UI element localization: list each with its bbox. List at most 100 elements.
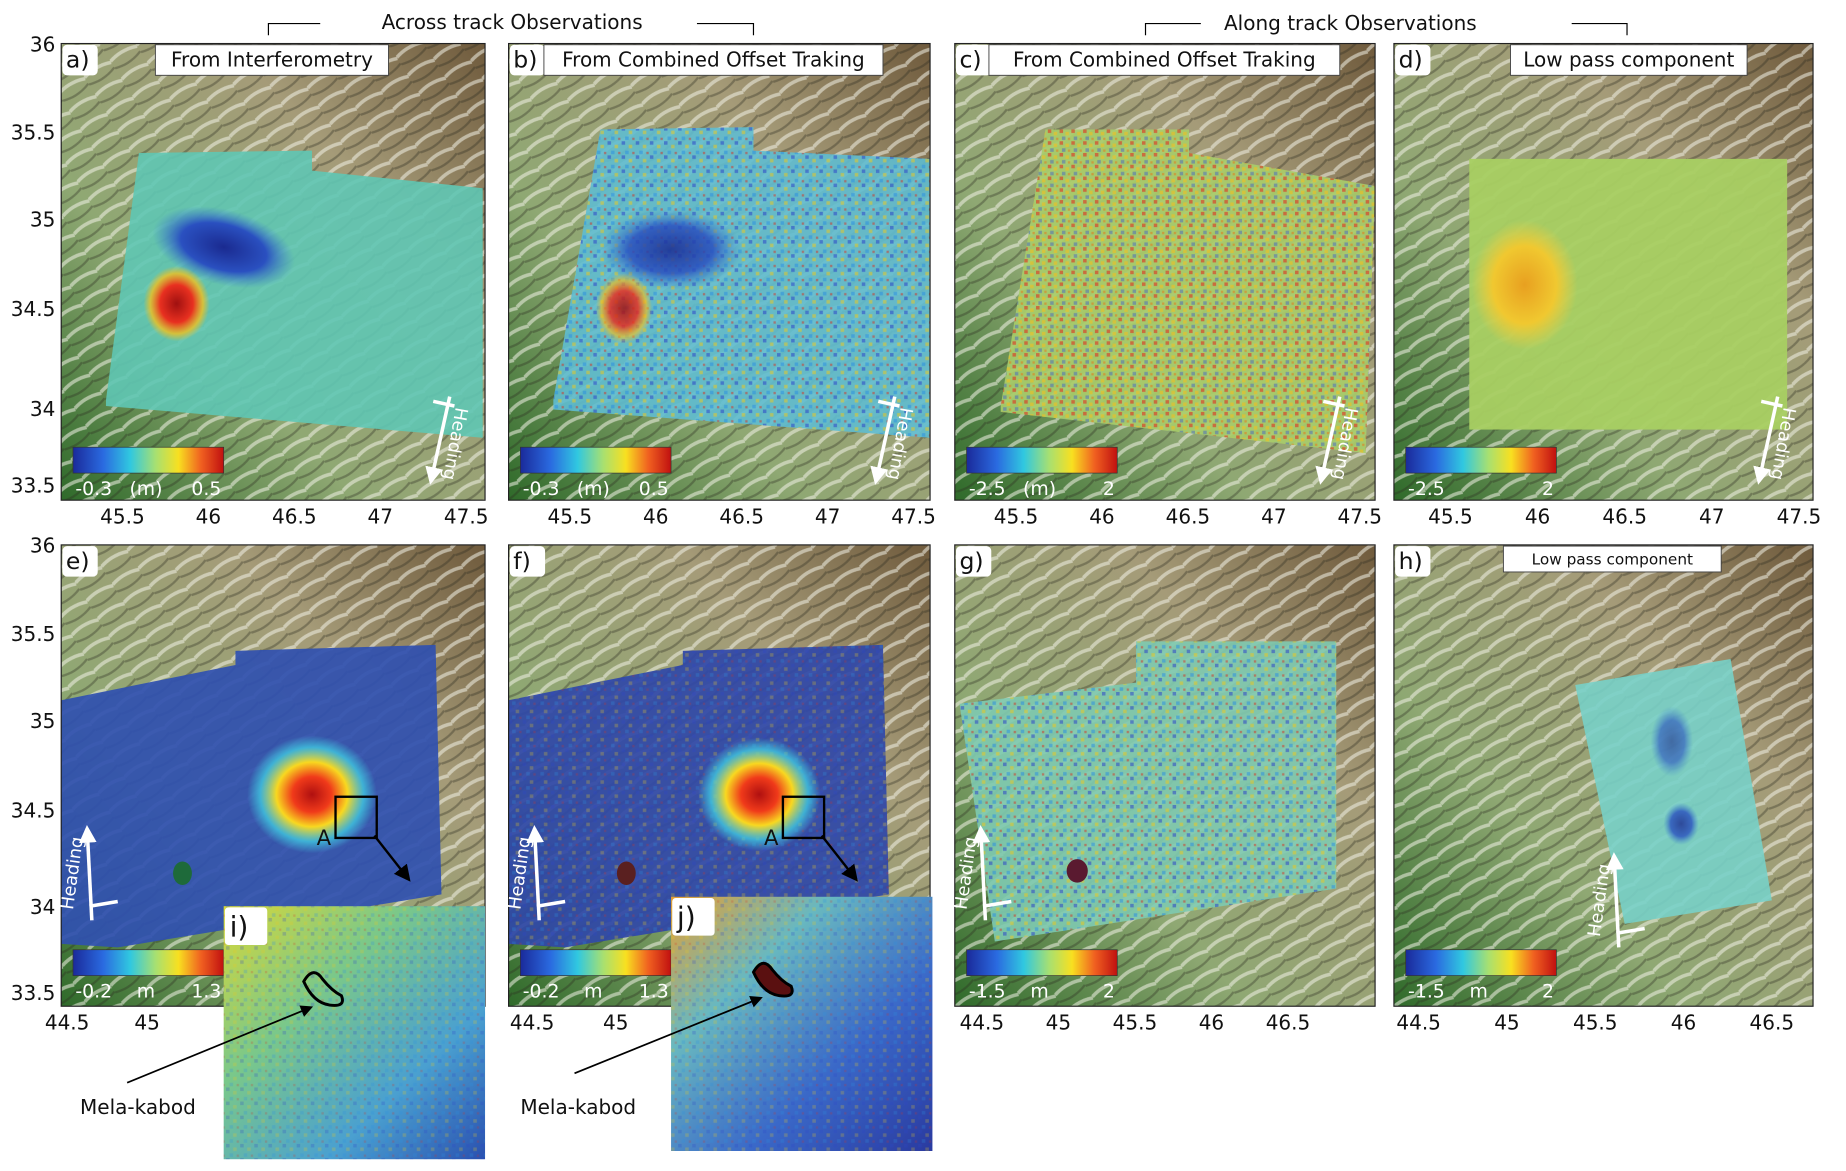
letter-box [509, 546, 546, 577]
uplift [247, 735, 377, 854]
colorbar-label: 2 [1103, 982, 1115, 1003]
point-label: A [764, 825, 779, 850]
frame [1393, 42, 1814, 501]
colorbar-label: -2.5 [969, 479, 1006, 500]
lon-tick-label: 47.5 [1777, 504, 1822, 528]
uplift [698, 737, 821, 851]
heading-tick [1760, 399, 1783, 408]
panel-letter: d) [1399, 46, 1423, 74]
colorbar-label: -0.3 [523, 479, 560, 500]
lat-tick-label: 36 [30, 534, 55, 558]
lon-tick-label: 45.5 [548, 504, 593, 528]
inset-texture [671, 896, 933, 1151]
frame [1393, 544, 1814, 1007]
inset-letter: i) [230, 911, 249, 944]
site-label: Mela-kabod [80, 1095, 196, 1119]
noise [959, 641, 1337, 942]
panel-letter: b) [513, 46, 537, 74]
deformation-lobe [152, 206, 295, 289]
colorbar-label: -0.2 [523, 982, 560, 1003]
inset-letter: j) [676, 901, 696, 934]
lon-tick-label: 47 [1699, 504, 1724, 528]
colorbar-label: (m) [577, 479, 610, 500]
header: Along track Observations [1224, 11, 1477, 35]
lat-tick-label: 35.5 [11, 622, 56, 646]
site-outline [302, 971, 344, 1007]
colorbar-label: 2 [1103, 479, 1115, 500]
title-box [543, 44, 884, 76]
letter-box [62, 546, 98, 577]
heading-arrow [870, 396, 897, 485]
lon-tick-label: 46 [196, 504, 221, 528]
map-content [1393, 544, 1814, 1007]
lon-tick-label: 46 [643, 504, 668, 528]
lon-tick-label: 47 [1261, 504, 1286, 528]
lon-tick-label: 45.5 [100, 504, 145, 528]
heading-tick [1616, 926, 1645, 936]
lon-tick-label: 45 [603, 1010, 628, 1034]
header: Across track Observations [382, 10, 643, 34]
lat-tick-label: 34 [30, 895, 55, 919]
colorbar-label: (m) [1023, 479, 1056, 500]
lat-tick-label: 35 [30, 208, 55, 232]
panel-title: From Interferometry [171, 48, 373, 72]
small-patch [1066, 859, 1088, 883]
lon-tick-label: 44.5 [510, 1010, 555, 1034]
heading-arrow [1753, 396, 1780, 485]
noise [1000, 129, 1376, 454]
letter-box [1395, 546, 1431, 577]
point-label: A [317, 825, 332, 850]
noise [553, 127, 931, 438]
map-content [1393, 43, 1814, 501]
lon-tick-label: 44.5 [1396, 1010, 1441, 1034]
colorbar [966, 949, 1118, 976]
colorbar-label: -2.5 [1408, 479, 1445, 500]
low-pass-lobe [1650, 706, 1693, 777]
lon-tick-label: 46.5 [1602, 504, 1647, 528]
colorbar [1405, 446, 1557, 474]
panel-letter: a) [66, 46, 90, 74]
colorbar-label: -0.3 [75, 479, 112, 500]
panel-title: From Combined Offset Traking [1013, 48, 1316, 72]
letter-box [224, 907, 268, 946]
panel-letter: e) [66, 547, 90, 575]
frame [508, 42, 931, 501]
map-content [954, 544, 1376, 1007]
colorbar [966, 446, 1118, 474]
panel-letter: h) [1399, 547, 1423, 575]
letter-box [62, 44, 98, 76]
lon-tick-label: 45.5 [1573, 1010, 1618, 1034]
heading-tick [877, 399, 900, 408]
heading-arrow [1315, 396, 1342, 485]
site-label: Mela-kabod [520, 1095, 636, 1119]
frame [954, 42, 1376, 501]
heading-tick [536, 899, 566, 908]
lon-tick-label: 47.5 [444, 504, 489, 528]
colorbar-label: (m) [129, 479, 162, 500]
lon-tick-label: 46.5 [272, 504, 317, 528]
lat-tick-label: 35 [30, 709, 55, 733]
low-pass-footprint [1575, 659, 1772, 924]
lon-tick-label: 46 [1525, 504, 1550, 528]
lon-tick-label: 47.5 [1338, 504, 1383, 528]
panel-letter: c) [959, 46, 981, 74]
colorbar-label: 1.3 [191, 982, 221, 1003]
heading-tick [432, 399, 455, 408]
colorbar-label: -0.2 [75, 982, 112, 1003]
lon-tick-label: 45 [1494, 1010, 1519, 1034]
lon-tick-label: 46 [1089, 504, 1114, 528]
low-pass-lobe [1663, 802, 1699, 846]
map-content [61, 43, 486, 501]
region-arrow [373, 834, 411, 882]
panel-title: From Combined Offset Traking [562, 48, 865, 72]
small-patch [616, 861, 636, 886]
panel-letter: g) [959, 547, 983, 575]
lon-tick-label: 45.5 [1113, 1010, 1158, 1034]
lon-tick-label: 46 [1671, 1010, 1696, 1034]
lon-tick-label: 46.5 [1750, 1010, 1795, 1034]
colorbar-label: 0.5 [639, 479, 669, 500]
lat-tick-label: 34 [30, 397, 55, 421]
